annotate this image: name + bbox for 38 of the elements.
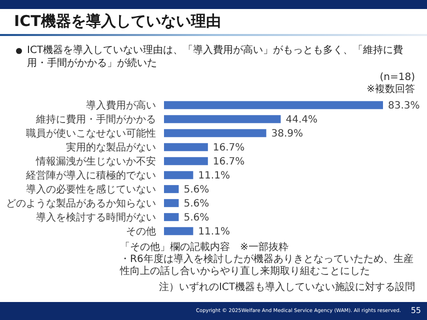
bar [164,115,281,124]
data-label: 11.1% [198,226,230,238]
text: 55 [410,305,421,317]
text: (n=18) [380,72,415,84]
y-tick-label: 導入の必要性を感じていない [26,184,156,196]
data-label: 5.6% [184,198,210,210]
bar [164,101,383,110]
chart-subtitle: ICT機器を導入していない理由は、「導入費用が高い」がもっとも多く、「維持に費用・手間がかかる」が続いた [27,44,404,70]
y-tick-label: 経営陣が導入に積極的でない [25,170,156,182]
y-tick-label: 維持に費用・手間がかかる [35,114,156,126]
bar [164,199,179,208]
y-tick-label: 導入費用が高い [86,100,156,112]
text: ※複数回答 [366,84,415,96]
data-label: 16.7% [212,142,245,154]
data-label: 5.6% [184,212,210,224]
data-label: 11.1% [198,170,230,182]
y-tick-label: 実用的な製品がない [66,142,156,154]
text: ・R6年度は導入を検討したが機器ありきとなっていたため、生産性向上の話し合いからやり直し来期取り組むことにした [120,254,414,278]
y-tick-label: どのような製品があるか知らない [6,198,156,210]
y-tick-label: 導入を検討する時間がない [36,212,156,224]
data-label: 5.6% [184,184,210,196]
text: 注）いずれのICT機器も導入していない施設に対する設問 [158,282,415,294]
bar [164,185,179,194]
data-label: 44.4% [286,114,318,126]
data-label: 38.9% [271,128,304,140]
bar [164,129,266,138]
bar [164,143,208,152]
bar [164,171,194,180]
bar [164,213,179,222]
y-tick-label: 職員が使いこなせない可能性 [26,128,156,140]
bar [164,157,208,166]
data-label: 83.3% [388,100,420,112]
y-tick-label: その他 [126,226,156,238]
y-tick-label: 情報漏洩が生じないか不安 [35,156,156,168]
chart-title: ICT機器を導入していない理由 [14,12,221,31]
text: 「その他」欄の記載内容 ※一部抜粋 [120,242,288,254]
data-label: 16.7% [212,156,245,168]
bar [164,227,194,236]
